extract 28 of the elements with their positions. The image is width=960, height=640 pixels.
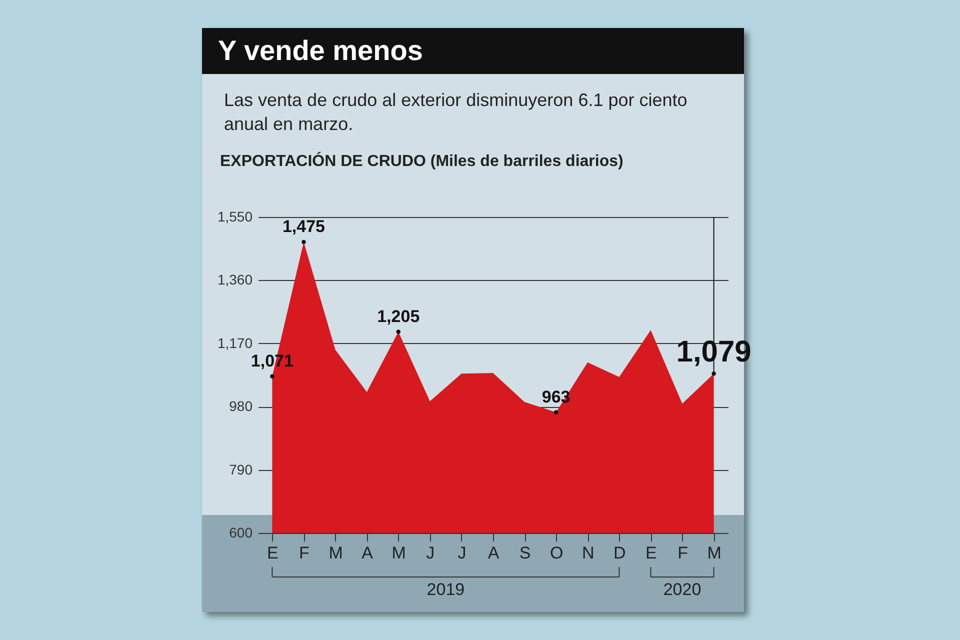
x-tick-label: E [646,544,657,562]
x-tick-label: N [582,544,594,562]
x-tick-label: O [550,544,564,562]
x-tick-label: M [328,544,343,562]
x-tick-label: D [614,544,626,562]
x-tick-label: M [392,544,406,562]
y-tick-label: 790 [229,461,253,478]
x-tick-label: F [678,544,688,562]
text: 2020 [663,580,702,599]
x-tick-label: A [488,544,500,562]
data-label: 1,205 [377,306,420,326]
y-tick-label: 980 [229,398,253,414]
chart-subtitle: Las venta de crudo al exterior disminuyeron 6.1 por ciento anual en marzo. [224,89,688,136]
x-tick-label: A [362,544,374,562]
y-tick-label: 1,360 [217,272,253,288]
x-tick-label: F [299,544,310,562]
x-tick-label: S [519,544,531,562]
x-tick-label: M [707,544,722,562]
y-axis-title: EXPORTACIÓN DE CRUDO (Miles de barriles diarios) [220,153,624,171]
text: 2019 [426,580,465,599]
data-label: 1,475 [282,216,326,236]
chart-title: Y vende menos [202,28,744,74]
x-tick-label: E [267,544,278,562]
y-tick-label: 1,550 [217,208,253,224]
x-tick-label: J [458,544,466,562]
x-tick-label: J [426,544,435,562]
y-tick-label: 1,170 [217,334,253,351]
y-tick-label: 600 [229,524,253,540]
